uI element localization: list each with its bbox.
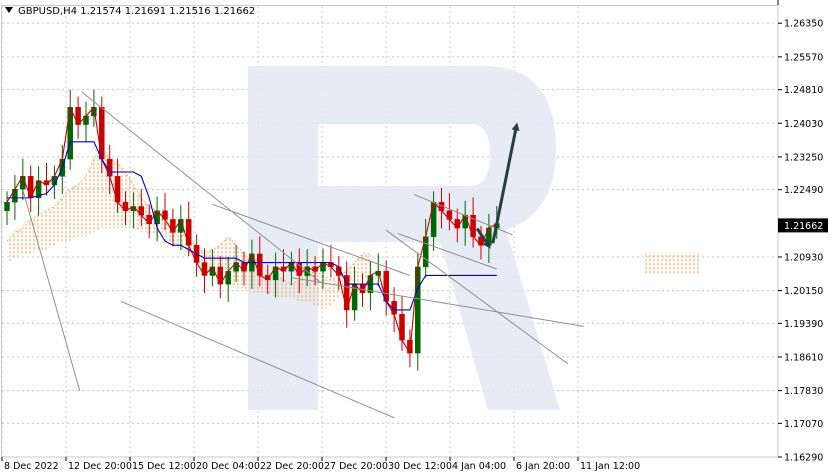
x-tick-label: 30 Dec 12:00 — [388, 461, 452, 472]
x-tick-label: 11 Jan 12:00 — [580, 461, 640, 472]
title-bar: GBPUSD,H4 1.21574 1.21691 1.21516 1.2166… — [5, 6, 255, 17]
current-price-badge — [778, 218, 828, 233]
cloud-projection — [645, 252, 700, 274]
kijun-line — [7, 141, 497, 311]
candle-body — [67, 107, 73, 160]
chart-title: GBPUSD,H4 1.21574 1.21691 1.21516 1.2166… — [18, 6, 255, 17]
candle-body — [415, 266, 421, 354]
x-tick-label: 27 Dec 20:00 — [324, 461, 388, 472]
trendline — [22, 189, 81, 391]
trendlines — [22, 91, 584, 419]
cloud-band — [7, 146, 371, 310]
current-price-label: 1.21662 — [784, 221, 823, 232]
y-tick-label: 1.23250 — [784, 152, 823, 163]
title-triangle-icon — [5, 7, 13, 13]
y-tick-label: 1.26350 — [784, 19, 823, 30]
x-tick-label: 8 Dec 2022 — [4, 461, 59, 472]
x-tick-label: 20 Dec 04:00 — [196, 461, 260, 472]
x-tick-label: 12 Dec 20:00 — [68, 461, 132, 472]
trendline — [212, 203, 411, 276]
y-tick-label: 1.19390 — [784, 319, 823, 330]
y-tick-label: 1.20150 — [784, 286, 823, 297]
forecast-arrow — [475, 227, 491, 249]
x-tick-label: 6 Jan 20:00 — [516, 461, 570, 472]
y-tick-label: 1.24030 — [784, 119, 823, 130]
watermark-logo-shape — [248, 66, 560, 410]
trendline — [291, 277, 584, 327]
y-tick-label: 1.25570 — [784, 52, 823, 63]
y-tick-label: 1.22490 — [784, 185, 823, 196]
x-tick-label: 15 Dec 12:00 — [132, 461, 196, 472]
forecast-arrow — [491, 122, 520, 244]
y-tick-label: 1.24810 — [784, 85, 823, 96]
trendline — [120, 300, 395, 419]
x-tick-label: 4 Jan 04:00 — [452, 461, 506, 472]
y-tick-label: 1.17830 — [784, 386, 823, 397]
y-tick-label: 1.16290 — [784, 453, 823, 464]
y-tick-label: 1.17070 — [784, 419, 823, 430]
trendline — [81, 91, 324, 285]
trendline — [397, 233, 497, 270]
candle-body — [430, 201, 437, 237]
y-tick-label: 1.18610 — [784, 352, 823, 363]
candle-body — [4, 201, 10, 212]
x-tick-label: 22 Dec 20:00 — [260, 461, 324, 472]
candle-body — [99, 107, 105, 160]
y-tick-label: 1.20930 — [784, 252, 823, 263]
indicator-lines — [6, 105, 498, 355]
trendline — [385, 229, 569, 365]
watermark — [248, 66, 560, 410]
